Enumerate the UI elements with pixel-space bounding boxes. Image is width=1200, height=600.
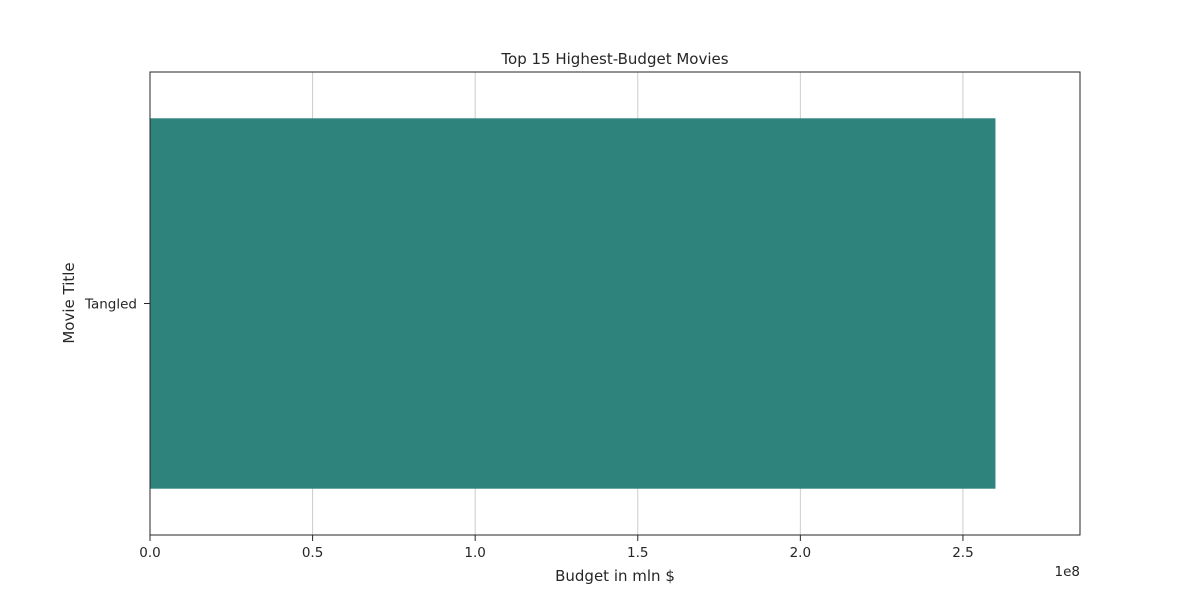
bars xyxy=(150,118,996,489)
x-tick-label: 2.0 xyxy=(790,545,811,561)
x-tick-label: 0.5 xyxy=(302,545,323,561)
x-axis-label: Budget in mln $ xyxy=(555,567,675,585)
bar xyxy=(150,118,996,489)
chart-title: Top 15 Highest-Budget Movies xyxy=(500,50,728,68)
x-tick-label: 1.0 xyxy=(464,545,485,561)
x-axis-offset-label: 1e8 xyxy=(1055,564,1080,580)
y-axis-ticks: Tangled xyxy=(84,297,150,313)
y-axis-label: Movie Title xyxy=(60,262,78,343)
y-tick-label: Tangled xyxy=(84,297,137,313)
x-tick-label: 0.0 xyxy=(139,545,160,561)
x-tick-label: 1.5 xyxy=(627,545,648,561)
x-axis-ticks: 0.0 0.5 1.0 1.5 2.0 2.5 xyxy=(139,535,974,561)
x-tick-label: 2.5 xyxy=(952,545,973,561)
